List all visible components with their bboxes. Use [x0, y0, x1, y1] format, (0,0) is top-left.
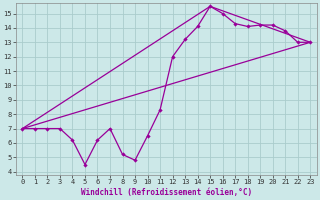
X-axis label: Windchill (Refroidissement éolien,°C): Windchill (Refroidissement éolien,°C): [81, 188, 252, 197]
